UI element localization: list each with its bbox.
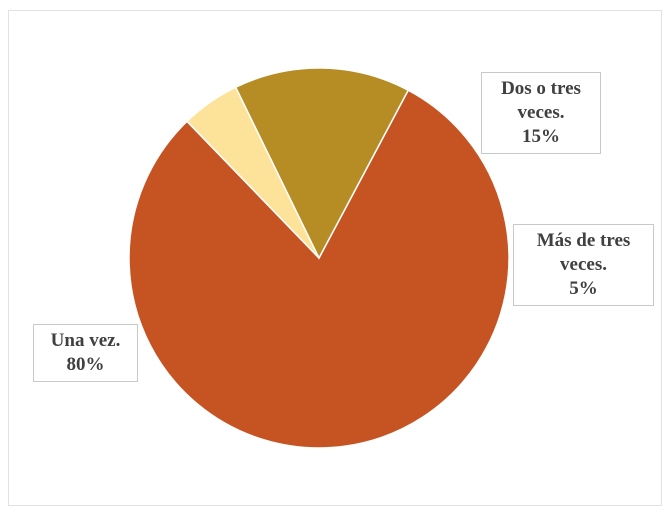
data-label-una-vez: Una vez. 80%: [33, 324, 138, 382]
pie-slice-una-vez: [128, 89, 510, 449]
data-label-value: 15%: [522, 126, 560, 147]
data-label-dos-o-tres-veces: Dos o tres veces. 15%: [481, 72, 601, 154]
data-label-category: Más de tres: [536, 230, 631, 251]
data-label-value: 5%: [569, 278, 598, 299]
data-label-value: 80%: [66, 354, 105, 375]
data-label-category-continued: veces.: [517, 102, 565, 123]
data-label-mas-de-tres-veces: Más de tres veces. 5%: [513, 224, 654, 306]
pie-slices: [128, 67, 510, 449]
data-label-category: Una vez.: [50, 330, 121, 351]
data-label-category: Dos o tres: [501, 78, 581, 99]
data-label-category-continued: veces.: [560, 254, 607, 275]
pie-slice-dos-o-tres-veces: [234, 67, 410, 260]
